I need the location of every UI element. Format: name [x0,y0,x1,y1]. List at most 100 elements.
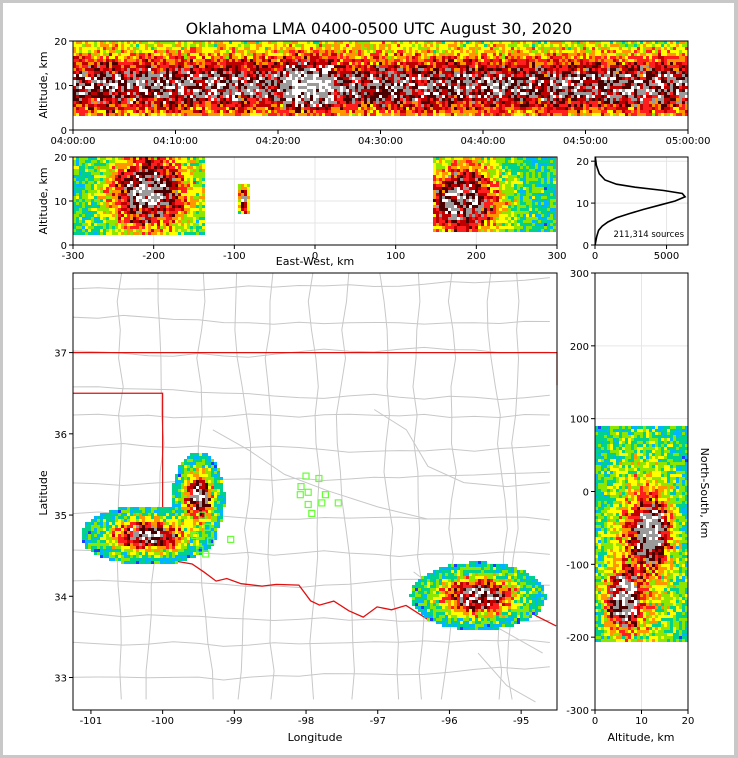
altitude-time-density-cell [100,83,103,86]
altitude-time-density-cell [616,101,619,104]
altitude-time-density-cell [529,56,532,59]
altitude-time-density-cell [454,47,457,50]
altitude-time-density-cell [451,62,454,65]
altitude-time-density-cell [283,89,286,92]
altitude-time-density-cell [142,107,145,110]
altitude-time-density-cell [499,74,502,77]
altitude-time-density-cell [166,77,169,80]
altitude-time-density-cell [343,71,346,74]
altitude-time-density-cell [304,44,307,47]
altitude-time-density-cell [445,95,448,98]
altitude-time-density-cell [493,41,496,44]
altitude-time-density-cell [547,50,550,53]
altitude-time-density-cell [322,62,325,65]
altitude-time-density-cell [139,44,142,47]
altitude-time-density-cell [166,98,169,101]
altitude-time-density-cell [127,83,130,86]
altitude-time-density-cell [355,59,358,62]
altitude-time-density-cell [589,56,592,59]
altitude-time-density-cell [571,83,574,86]
altitude-time-density-cell [430,71,433,74]
altitude-time-density-cell [511,53,514,56]
altitude-time-density-cell [124,80,127,83]
altitude-time-density-cell [130,65,133,68]
altitude-time-density-cell [550,83,553,86]
altitude-time-density-cell [607,98,610,101]
altitude-time-density-cell [109,95,112,98]
altitude-time-density-cell [133,110,136,113]
altitude-time-density-cell [202,41,205,44]
altitude-time-density-cell [76,113,79,116]
altitude-time-density-cell [118,98,121,101]
altitude-time-density-cell [625,50,628,53]
altitude-time-density-cell [652,65,655,68]
altitude-time-density-cell [124,47,127,50]
altitude-time-density-cell [280,44,283,47]
altitude-time-density-cell [604,89,607,92]
altitude-time-density-cell [361,80,364,83]
altitude-time-density-cell [616,77,619,80]
altitude-time-density-cell [586,77,589,80]
altitude-time-density-cell [562,74,565,77]
altitude-time-density-cell [526,107,529,110]
altitude-time-density-cell [304,83,307,86]
altitude-time-density-cell [187,50,190,53]
altitude-time-density-cell [577,89,580,92]
altitude-time-density-cell [136,41,139,44]
altitude-time-density-cell [187,104,190,107]
altitude-time-density-cell [217,44,220,47]
altitude-time-density-cell [271,98,274,101]
altitude-time-density-cell [502,47,505,50]
altitude-time-density-cell [643,98,646,101]
altitude-time-density-cell [676,53,679,56]
altitude-time-density-cell [334,83,337,86]
altitude-time-density-cell [148,41,151,44]
altitude-time-density-cell [475,104,478,107]
altitude-time-density-cell [211,71,214,74]
altitude-time-density-cell [376,50,379,53]
altitude-time-density-cell [433,53,436,56]
altitude-time-density-cell [163,98,166,101]
altitude-time-density-cell [613,95,616,98]
altitude-time-density-cell [145,74,148,77]
altitude-time-density-cell [340,50,343,53]
altitude-time-density-cell [622,74,625,77]
altitude-time-density-cell [469,77,472,80]
altitude-time-density-cell [76,92,79,95]
altitude-time-density-cell [460,98,463,101]
altitude-time-density-cell [628,77,631,80]
altitude-time-density-cell [622,56,625,59]
altitude-time-density-cell [472,62,475,65]
altitude-time-density-cell [310,47,313,50]
altitude-time-density-cell [442,89,445,92]
altitude-time-density-cell [679,68,682,71]
altitude-time-density-cell [421,65,424,68]
altitude-time-density-cell [685,74,688,77]
altitude-time-density-cell [412,101,415,104]
altitude-time-density-cell [349,107,352,110]
altitude-time-density-cell [541,44,544,47]
altitude-time-density-cell [421,83,424,86]
altitude-time-density-cell [478,56,481,59]
altitude-time-density-cell [79,107,82,110]
altitude-time-density-cell [646,53,649,56]
altitude-time-density-cell [382,92,385,95]
altitude-time-density-cell [88,65,91,68]
altitude-time-density-cell [490,44,493,47]
altitude-time-density-cell [427,50,430,53]
altitude-time-density-cell [640,71,643,74]
altitude-time-density-cell [85,83,88,86]
altitude-time-density-cell [103,47,106,50]
altitude-time-density-cell [532,47,535,50]
altitude-time-density-cell [301,92,304,95]
altitude-time-density-cell [376,59,379,62]
altitude-time-density-cell [253,77,256,80]
altitude-time-density-cell [115,41,118,44]
altitude-time-density-cell [256,62,259,65]
altitude-time-density-cell [571,101,574,104]
altitude-time-density-cell [235,83,238,86]
altitude-time-density-cell [148,89,151,92]
altitude-time-density-cell [274,83,277,86]
altitude-time-density-cell [622,53,625,56]
altitude-time-density-cell [424,65,427,68]
